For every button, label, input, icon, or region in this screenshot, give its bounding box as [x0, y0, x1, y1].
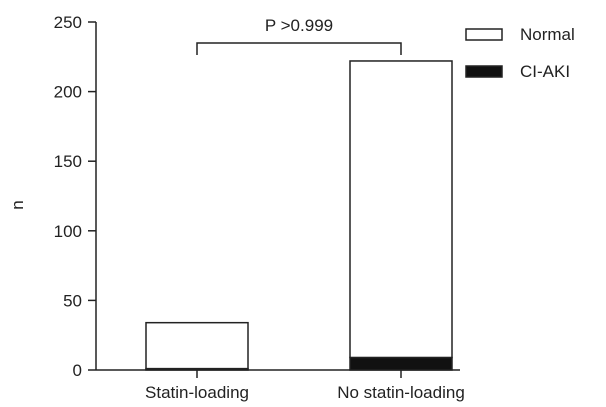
y-tick-label: 150	[54, 152, 82, 171]
x-tick-label: No statin-loading	[337, 383, 465, 402]
legend-swatch	[465, 28, 503, 41]
y-axis: 0 50 100 150 200 250	[54, 13, 97, 380]
y-axis-label: n	[8, 200, 27, 209]
legend: Normal CI-AKI	[465, 25, 575, 81]
x-tick-label: Statin-loading	[145, 383, 249, 402]
legend-label: Normal	[520, 25, 575, 44]
significance-bracket	[196, 42, 402, 55]
bars	[145, 60, 453, 371]
legend-label: CI-AKI	[520, 62, 570, 81]
y-tick-label: 250	[54, 13, 82, 32]
y-tick-label: 100	[54, 222, 82, 241]
x-axis: Statin-loading No statin-loading	[96, 369, 465, 402]
y-tick-label: 0	[73, 361, 82, 380]
bar-ci-aki	[349, 356, 453, 371]
p-value-label: P >0.999	[265, 16, 333, 35]
significance-annotation: P >0.999	[196, 16, 402, 55]
legend-swatch	[465, 65, 503, 78]
bar-normal	[349, 60, 453, 359]
bar-normal	[145, 321, 249, 370]
y-tick-label: 200	[54, 83, 82, 102]
y-tick-label: 50	[63, 291, 82, 310]
